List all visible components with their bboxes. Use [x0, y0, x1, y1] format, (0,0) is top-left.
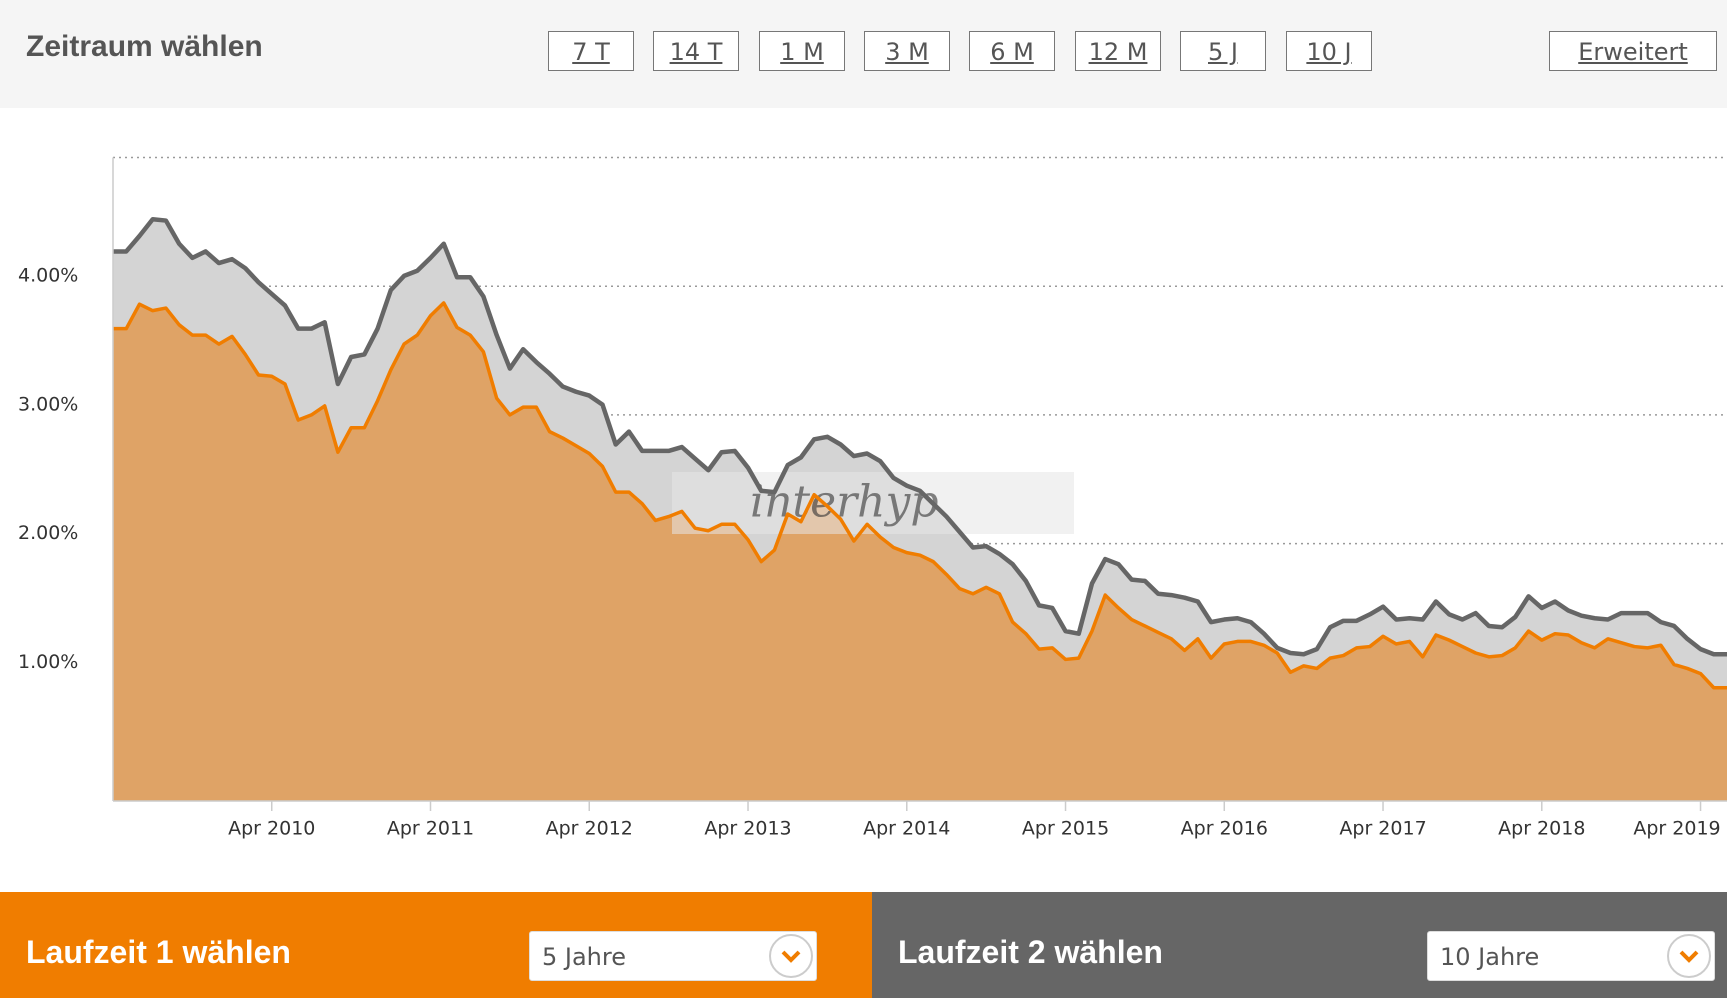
x-tick-label: Apr 2011: [387, 818, 474, 840]
x-tick-label: Apr 2015: [1022, 818, 1109, 840]
term-title: Laufzeit 1 wählen: [26, 934, 291, 970]
period-button[interactable]: 6 M: [969, 31, 1055, 71]
y-tick-label: 1.00%: [18, 651, 78, 673]
term-2-panel: Laufzeit 2 wählen 10 Jahre: [872, 892, 1727, 998]
x-tick-label: Apr 2010: [228, 818, 315, 840]
period-button[interactable]: 14 T: [653, 31, 739, 71]
x-tick-label: Apr 2013: [704, 818, 791, 840]
series-line: [113, 217, 1727, 657]
advanced-button[interactable]: Erweitert: [1549, 31, 1717, 71]
term-select[interactable]: 10 Jahre: [1427, 931, 1715, 981]
period-button[interactable]: 12 M: [1075, 31, 1161, 71]
dropdown-icon: [1667, 934, 1711, 978]
x-tick-label: Apr 2018: [1498, 818, 1585, 840]
y-tick-label: 3.00%: [18, 393, 78, 415]
period-button[interactable]: 1 M: [759, 31, 845, 71]
x-tick-label: Apr 2016: [1181, 818, 1268, 840]
series-line: [113, 301, 1727, 690]
y-tick-label: 2.00%: [18, 522, 78, 544]
y-tick-label: 4.00%: [18, 265, 78, 287]
period-title: Zeitraum wählen: [26, 30, 263, 63]
period-button[interactable]: 5 J: [1180, 31, 1266, 71]
x-tick-label: Apr 2019: [1633, 818, 1720, 840]
x-tick-label: Apr 2012: [546, 818, 633, 840]
x-tick-label: Apr 2014: [863, 818, 950, 840]
term-value: 5 Jahre: [542, 943, 626, 971]
dropdown-icon: [769, 934, 813, 978]
period-button[interactable]: 3 M: [864, 31, 950, 71]
period-button[interactable]: 7 T: [548, 31, 634, 71]
term-1-panel: Laufzeit 1 wählen 5 Jahre: [0, 892, 872, 998]
x-tick-label: Apr 2017: [1339, 818, 1426, 840]
term-title: Laufzeit 2 wählen: [898, 934, 1163, 970]
area-fill: [113, 302, 1727, 801]
watermark-box: [672, 472, 1074, 534]
term-select[interactable]: 5 Jahre: [529, 931, 817, 981]
term-value: 10 Jahre: [1440, 943, 1540, 971]
period-bar: Zeitraum wählen 7 T 14 T 1 M 3 M 6 M 12 M 5 J 1…: [0, 0, 1727, 108]
period-button[interactable]: 10 J: [1286, 31, 1372, 71]
